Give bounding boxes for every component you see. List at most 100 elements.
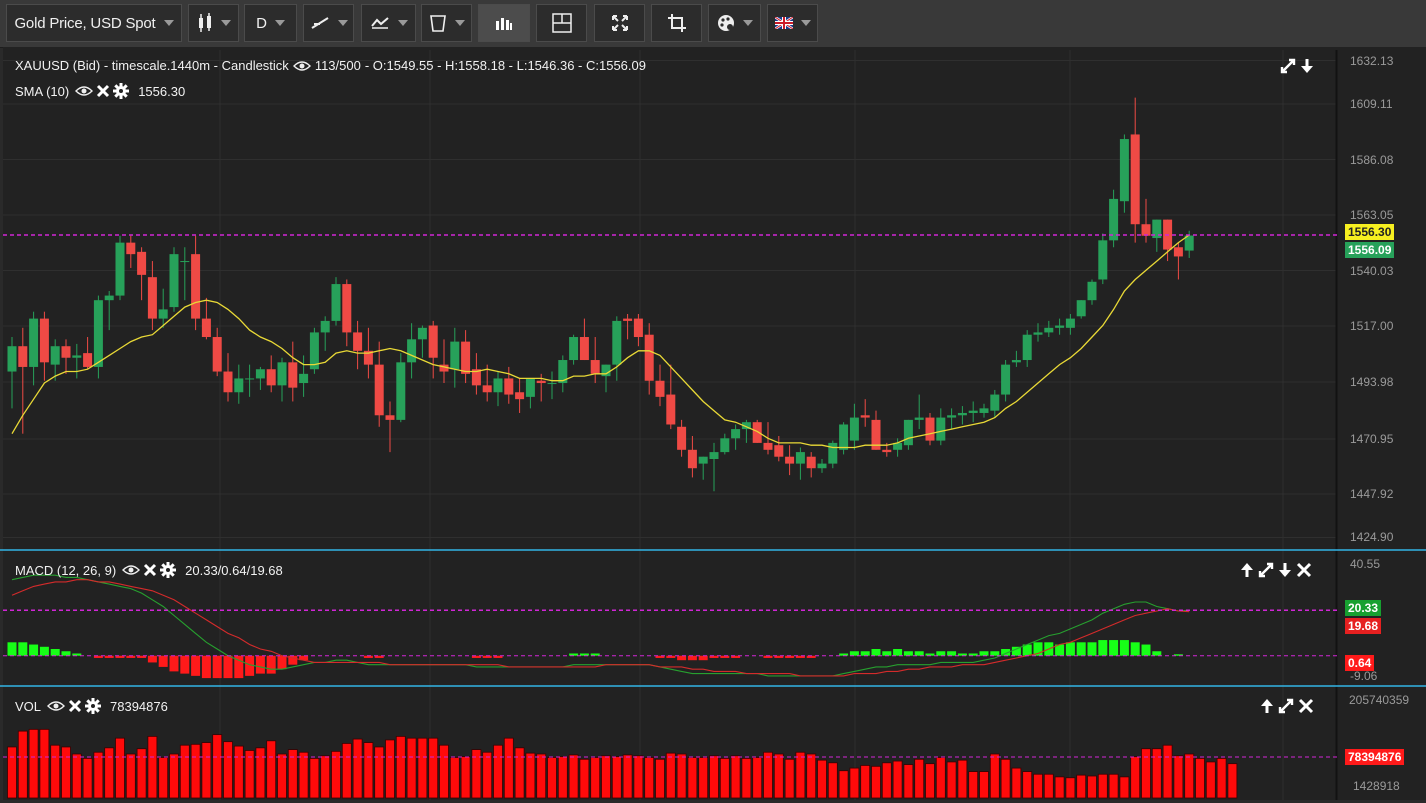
volume-bar (1000, 758, 1011, 799)
eye-icon[interactable] (75, 85, 94, 97)
close-icon[interactable] (67, 698, 83, 714)
gear-icon[interactable] (113, 83, 130, 99)
timeframe-label: D (256, 14, 267, 32)
volume-bar (1022, 771, 1033, 799)
histogram-bar (212, 655, 222, 679)
candle-body (201, 318, 211, 338)
volume-toggle-button[interactable] (478, 4, 530, 42)
histogram-bar (806, 655, 816, 658)
candle-body (374, 364, 384, 416)
vol-badge: 78394876 (1345, 749, 1405, 765)
arrow-down-icon[interactable] (1278, 562, 1292, 583)
histogram-bar (126, 655, 136, 658)
histogram-bar (968, 653, 978, 656)
volume-bar (871, 765, 881, 799)
volume-bar (601, 755, 611, 799)
volume-bar (1097, 773, 1108, 799)
crop-icon (667, 13, 687, 33)
histogram-bar (666, 655, 676, 658)
candle-body (1184, 235, 1194, 251)
drawing-tools-button[interactable] (303, 4, 354, 42)
macd-pane-controls (1240, 562, 1312, 583)
histogram-bar (147, 655, 157, 663)
close-icon[interactable] (95, 83, 111, 99)
candlestick-icon (197, 13, 213, 33)
expand-icon[interactable] (1258, 562, 1274, 583)
candle-body (536, 380, 546, 384)
candle-body (893, 442, 903, 450)
volume-bar (277, 753, 287, 799)
volume-bar (266, 740, 277, 799)
volume-bar (449, 757, 460, 799)
candle-body (785, 456, 795, 464)
y-tick-label: 1586.08 (1350, 153, 1394, 167)
fullscreen-button[interactable] (594, 4, 645, 42)
chart-canvas[interactable] (0, 47, 1426, 803)
close-icon[interactable] (142, 562, 158, 578)
layout-button[interactable] (536, 4, 587, 42)
candle-body (277, 362, 287, 386)
symbol-selector[interactable]: Gold Price, USD Spot (6, 4, 182, 42)
arrow-down-icon[interactable] (1300, 58, 1314, 79)
histogram-bar (774, 655, 784, 658)
candle-body (515, 392, 525, 400)
histogram-bar (709, 655, 719, 658)
candle-body (72, 355, 82, 358)
candle-body (903, 419, 913, 446)
candle-body (471, 369, 481, 386)
timeframe-button[interactable]: D (244, 4, 297, 42)
arrow-up-icon[interactable] (1260, 698, 1274, 719)
histogram-bar (493, 655, 503, 658)
volume-bar (547, 757, 557, 799)
close-icon[interactable] (1296, 562, 1312, 583)
histogram-bar (882, 651, 892, 656)
histogram-bar (277, 655, 287, 670)
eye-icon[interactable] (292, 60, 311, 72)
volume-bar (71, 753, 82, 799)
volume-bar (39, 728, 50, 799)
histogram-bar (925, 653, 935, 656)
volume-bar (179, 744, 190, 799)
histogram-bar (990, 651, 1000, 656)
indicators-button[interactable] (361, 4, 416, 42)
chevron-down-icon (337, 20, 348, 26)
expand-icon[interactable] (1278, 698, 1294, 719)
volume-bar (935, 757, 946, 799)
candle-body (342, 284, 352, 333)
histogram-bar (763, 655, 773, 658)
gear-icon[interactable] (160, 562, 177, 578)
vol-name: VOL (15, 698, 42, 714)
close-icon[interactable] (1298, 698, 1314, 719)
histogram-bar (871, 649, 881, 656)
volume-bar (817, 759, 827, 799)
histogram-bar (18, 642, 28, 656)
volume-bar (525, 752, 536, 799)
gear-icon[interactable] (85, 698, 102, 714)
histogram-bar (201, 655, 211, 679)
eye-icon[interactable] (47, 700, 66, 712)
theme-button[interactable] (708, 4, 761, 42)
chevron-down-icon (274, 20, 285, 26)
volume-bar (471, 749, 482, 799)
candle-body (644, 334, 654, 381)
volume-bar (1033, 773, 1043, 799)
indicator-icon (370, 15, 390, 31)
chart-type-button[interactable] (188, 4, 239, 42)
delete-drawings-button[interactable] (421, 4, 472, 42)
histogram-bar (169, 655, 179, 672)
candle-body (763, 442, 773, 450)
candle-body (137, 251, 147, 275)
crosshair-button[interactable] (651, 4, 702, 42)
language-button[interactable] (767, 4, 818, 42)
arrow-up-icon[interactable] (1240, 562, 1254, 583)
candle-body (752, 422, 762, 443)
volume-bar (104, 747, 115, 799)
volume-bar (331, 750, 341, 799)
candle-body (968, 410, 978, 413)
expand-icon[interactable] (1280, 58, 1296, 79)
volume-bar (223, 741, 233, 799)
candle-body (1044, 327, 1054, 333)
sma-info: SMA (10) 1556.30 (15, 83, 185, 99)
volume-bar (1205, 761, 1216, 799)
eye-icon[interactable] (122, 564, 141, 576)
